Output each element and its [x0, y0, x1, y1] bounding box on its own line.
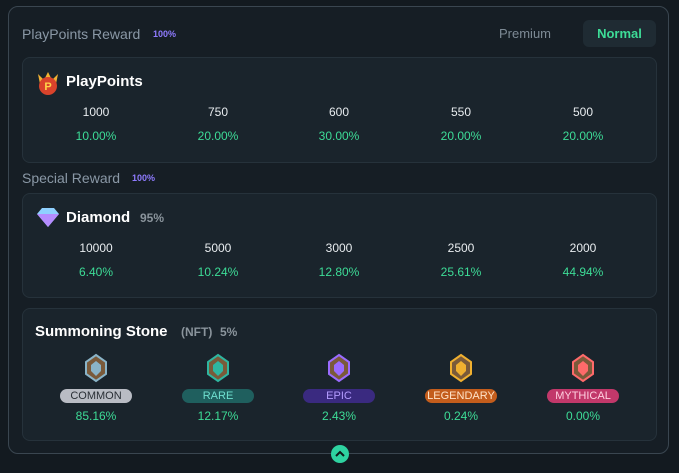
rate: 85.16% — [75, 409, 117, 423]
rate: 20.00% — [440, 129, 482, 143]
share: 5% — [220, 325, 238, 339]
collapse-button[interactable] — [330, 444, 350, 464]
rarity-pill: MYTHICAL — [547, 389, 619, 403]
card — [22, 193, 657, 298]
stone-icon — [207, 353, 229, 383]
rate: 30.00% — [318, 129, 360, 143]
section-title: PlayPoints Reward — [22, 26, 141, 42]
rarity-pill: EPIC — [303, 389, 375, 403]
rate: 20.00% — [562, 129, 604, 143]
stone-icon — [85, 353, 107, 383]
item-name: PlayPoints — [66, 73, 143, 90]
badge: 100% — [153, 29, 177, 39]
diamond-icon — [37, 208, 59, 227]
rate: 12.80% — [318, 265, 360, 279]
amount: 2500 — [447, 241, 475, 255]
badge: 100% — [132, 173, 156, 183]
rarity-pill: RARE — [182, 389, 254, 403]
amount: 3000 — [325, 241, 353, 255]
share: 95% — [140, 211, 165, 225]
rate: 0.00% — [565, 409, 601, 423]
rate: 2.43% — [321, 409, 357, 423]
rate: 20.00% — [197, 129, 239, 143]
rarity-pill: COMMON — [60, 389, 132, 403]
amount: 550 — [450, 105, 472, 119]
stone-icon — [328, 353, 350, 383]
amount: 5000 — [204, 241, 232, 255]
rate: 12.17% — [197, 409, 239, 423]
tag: (NFT) — [181, 325, 213, 339]
amount: 10000 — [79, 241, 113, 255]
rate: 25.61% — [440, 265, 482, 279]
rate: 10.24% — [197, 265, 239, 279]
playpoints-icon: P — [38, 72, 58, 95]
rate: 6.40% — [78, 265, 114, 279]
amount: 2000 — [569, 241, 597, 255]
amount: 600 — [328, 105, 350, 119]
amount: 500 — [572, 105, 594, 119]
section-title: Special Reward — [22, 170, 121, 186]
amount: 750 — [207, 105, 229, 119]
tab-active[interactable]: Normal — [583, 20, 656, 47]
card — [22, 57, 657, 163]
rate: 0.24% — [443, 409, 479, 423]
item-name: Diamond — [66, 209, 131, 226]
rate: 44.94% — [562, 265, 604, 279]
stone-icon — [572, 353, 594, 383]
rarity-pill: LEGENDARY — [425, 389, 497, 403]
item-name: Summoning Stone — [35, 323, 168, 340]
rate: 10.00% — [75, 129, 117, 143]
tab[interactable]: Premium — [499, 26, 552, 41]
amount: 1000 — [82, 105, 110, 119]
svg-text:P: P — [44, 81, 51, 93]
stone-icon — [450, 353, 472, 383]
